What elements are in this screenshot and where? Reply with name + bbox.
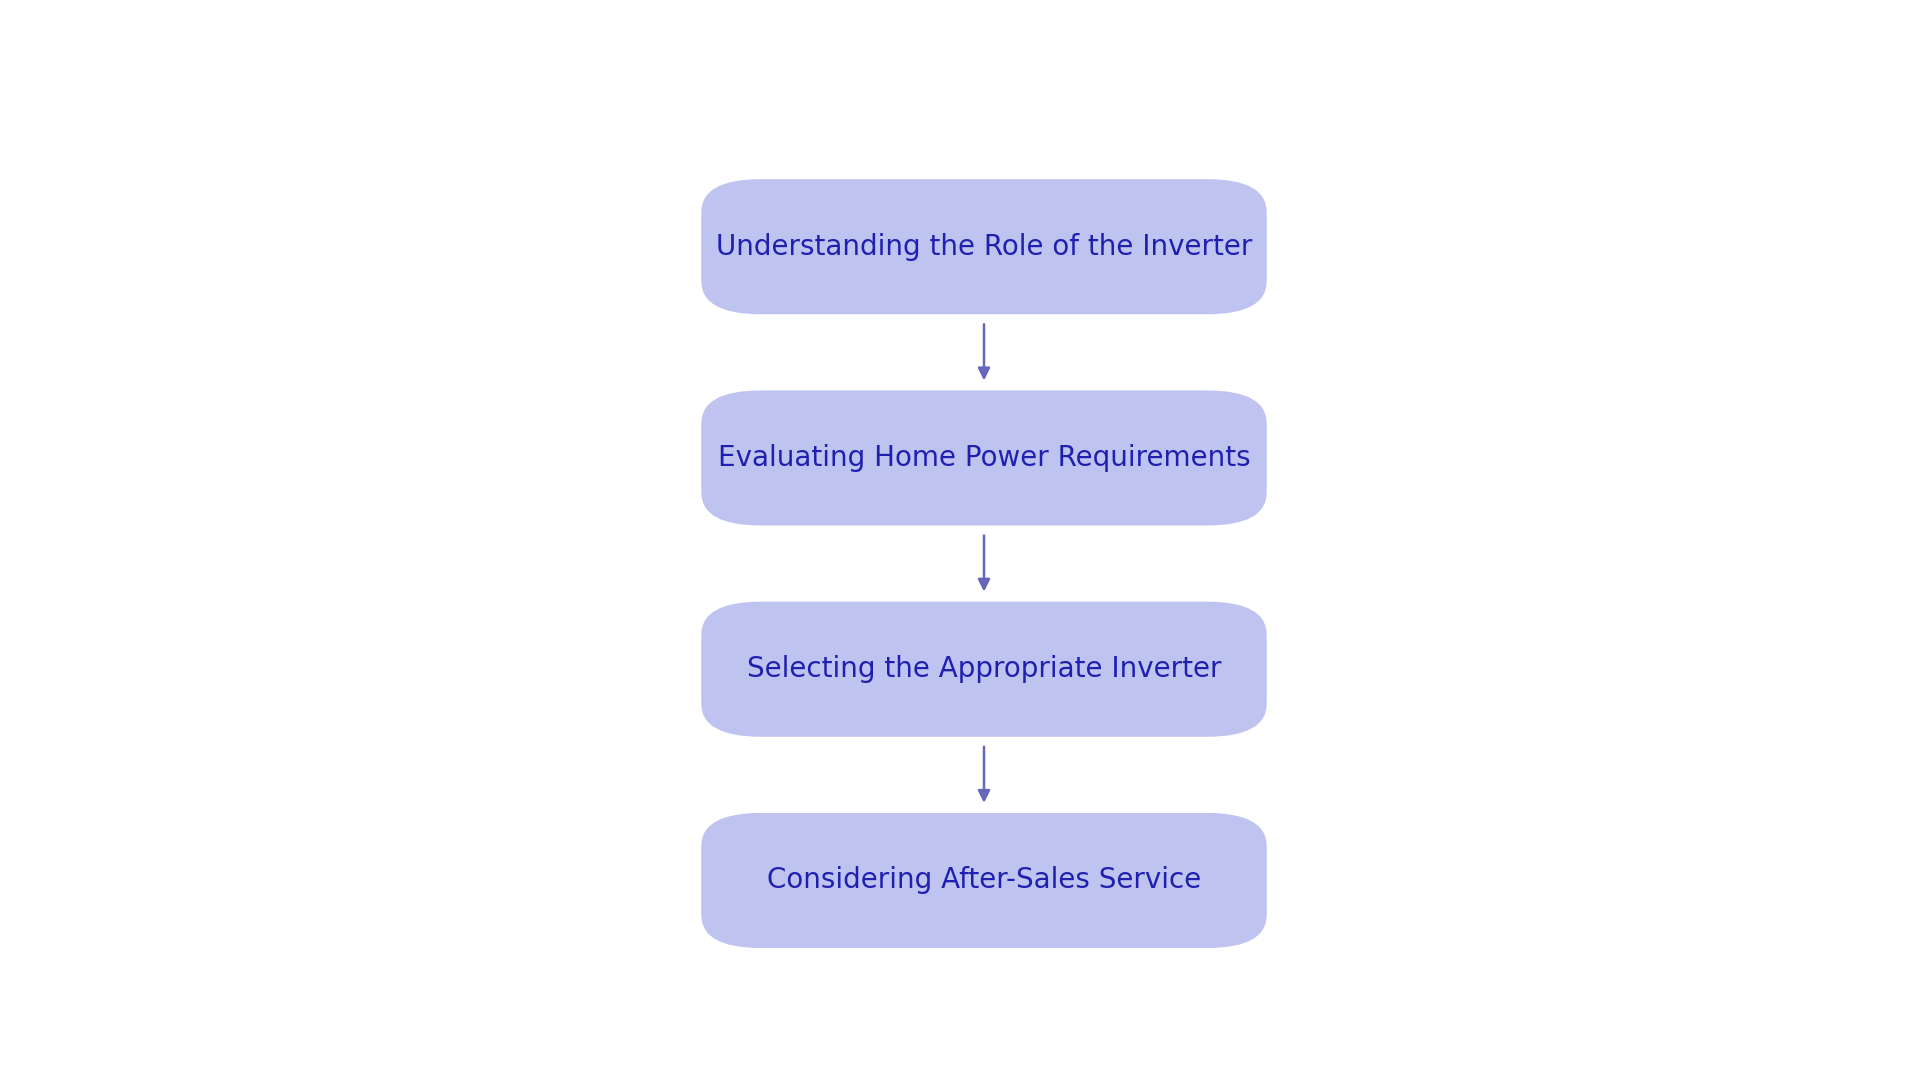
FancyBboxPatch shape (701, 813, 1267, 948)
FancyBboxPatch shape (701, 179, 1267, 314)
Text: Selecting the Appropriate Inverter: Selecting the Appropriate Inverter (747, 655, 1221, 683)
Text: Understanding the Role of the Inverter: Understanding the Role of the Inverter (716, 233, 1252, 261)
FancyBboxPatch shape (701, 390, 1267, 525)
FancyBboxPatch shape (701, 602, 1267, 736)
Text: Considering After-Sales Service: Considering After-Sales Service (766, 866, 1202, 895)
Text: Evaluating Home Power Requirements: Evaluating Home Power Requirements (718, 444, 1250, 472)
